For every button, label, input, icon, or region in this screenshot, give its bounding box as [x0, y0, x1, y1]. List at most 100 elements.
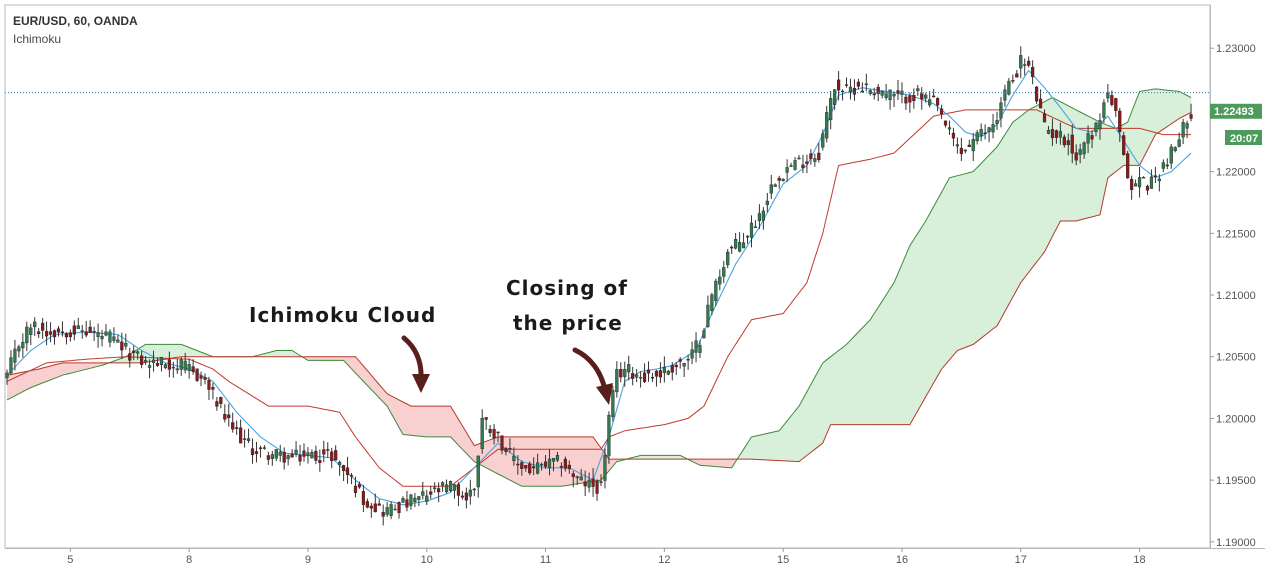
candle	[219, 396, 223, 409]
leading-span-a	[6, 88, 1192, 487]
cloud-segment	[945, 177, 950, 365]
candle	[615, 361, 619, 398]
cloud-segment	[997, 140, 1002, 326]
candle-body	[258, 447, 263, 449]
candle-body	[686, 359, 690, 361]
candle-body	[520, 462, 524, 469]
cloud-segment	[42, 367, 47, 383]
cloud-segment	[268, 351, 273, 357]
candle-body	[1161, 162, 1165, 169]
cloud-segment	[949, 176, 954, 360]
candle-body	[710, 294, 714, 311]
candle-body	[571, 473, 575, 477]
candle	[658, 362, 662, 384]
candle-body	[749, 222, 754, 238]
candle-body	[266, 455, 270, 460]
candle-body	[254, 451, 259, 454]
candle	[591, 467, 595, 497]
candle-body	[936, 98, 940, 106]
candle	[868, 89, 872, 96]
candle-body	[702, 330, 706, 338]
candle-body	[1015, 73, 1019, 78]
candle-body	[722, 267, 726, 277]
candle	[1015, 70, 1019, 78]
candle	[627, 355, 631, 381]
candle-body	[1157, 178, 1161, 182]
cloud-segment	[783, 420, 788, 461]
candle-body	[833, 89, 837, 105]
candle	[429, 486, 433, 499]
cloud-segment	[1155, 88, 1160, 135]
candle-body	[567, 464, 571, 470]
candle	[979, 123, 983, 142]
candle	[25, 321, 29, 352]
cloud-segment	[862, 323, 867, 425]
cloud-segment	[727, 459, 732, 468]
candle	[385, 502, 389, 518]
candle	[116, 335, 120, 343]
candle	[1153, 166, 1157, 184]
candle	[532, 457, 536, 476]
candle-body	[662, 366, 666, 373]
candle-body	[512, 455, 516, 461]
candle	[52, 329, 57, 345]
candle-body	[167, 359, 171, 370]
candle	[678, 357, 682, 369]
candle-body	[1094, 122, 1098, 133]
candle	[512, 447, 516, 466]
candle-body	[1046, 129, 1051, 134]
candle-body	[615, 369, 619, 393]
candle-body	[781, 178, 785, 181]
candle	[1062, 134, 1066, 148]
candle	[1145, 184, 1150, 196]
candle-body	[943, 120, 948, 126]
candle	[1078, 143, 1082, 164]
candle-body	[920, 93, 924, 100]
cloud-segment	[505, 436, 511, 481]
candle-body	[848, 86, 853, 93]
candle-body	[1106, 92, 1110, 99]
cloud-segment	[181, 344, 186, 357]
price-tick-label: 1.21500	[1216, 228, 1256, 240]
candle	[227, 403, 231, 427]
candle	[607, 411, 611, 464]
candle	[60, 321, 65, 337]
cloud-segment	[189, 347, 194, 357]
candle-body	[429, 491, 433, 495]
annotation-closing-arrowhead	[596, 383, 613, 405]
cloud-segment	[34, 369, 39, 387]
cloud-segment	[1159, 89, 1164, 132]
price-tick-label: 1.22000	[1216, 167, 1256, 179]
candle-body	[852, 87, 857, 95]
candle-body	[627, 364, 631, 373]
candle-body	[817, 152, 821, 161]
candle-body	[314, 450, 318, 461]
candle	[920, 87, 924, 110]
candle	[741, 233, 746, 249]
candle-body	[840, 90, 845, 93]
candle	[369, 502, 373, 518]
candle	[195, 368, 199, 383]
candle-body	[916, 88, 920, 91]
cloud-segment	[1044, 99, 1049, 252]
candle-body	[801, 164, 805, 169]
cloud-segment	[387, 393, 392, 414]
candle	[840, 89, 845, 101]
candle-body	[995, 120, 999, 124]
cloud-segment	[1032, 105, 1037, 268]
annotation-cloud-arrowhead	[412, 374, 430, 393]
cloud-segment	[703, 459, 709, 466]
candle	[793, 157, 797, 171]
candle	[967, 139, 971, 148]
cloud-segment	[1004, 128, 1010, 312]
candle	[290, 449, 294, 458]
candle	[975, 129, 979, 145]
candle	[1110, 90, 1114, 107]
candle-body	[136, 351, 140, 354]
candle-body	[1090, 135, 1094, 140]
candle	[207, 376, 211, 400]
candle-body	[9, 357, 13, 374]
candle-body	[1173, 147, 1177, 152]
candle	[635, 369, 639, 383]
candle-body	[187, 364, 191, 371]
